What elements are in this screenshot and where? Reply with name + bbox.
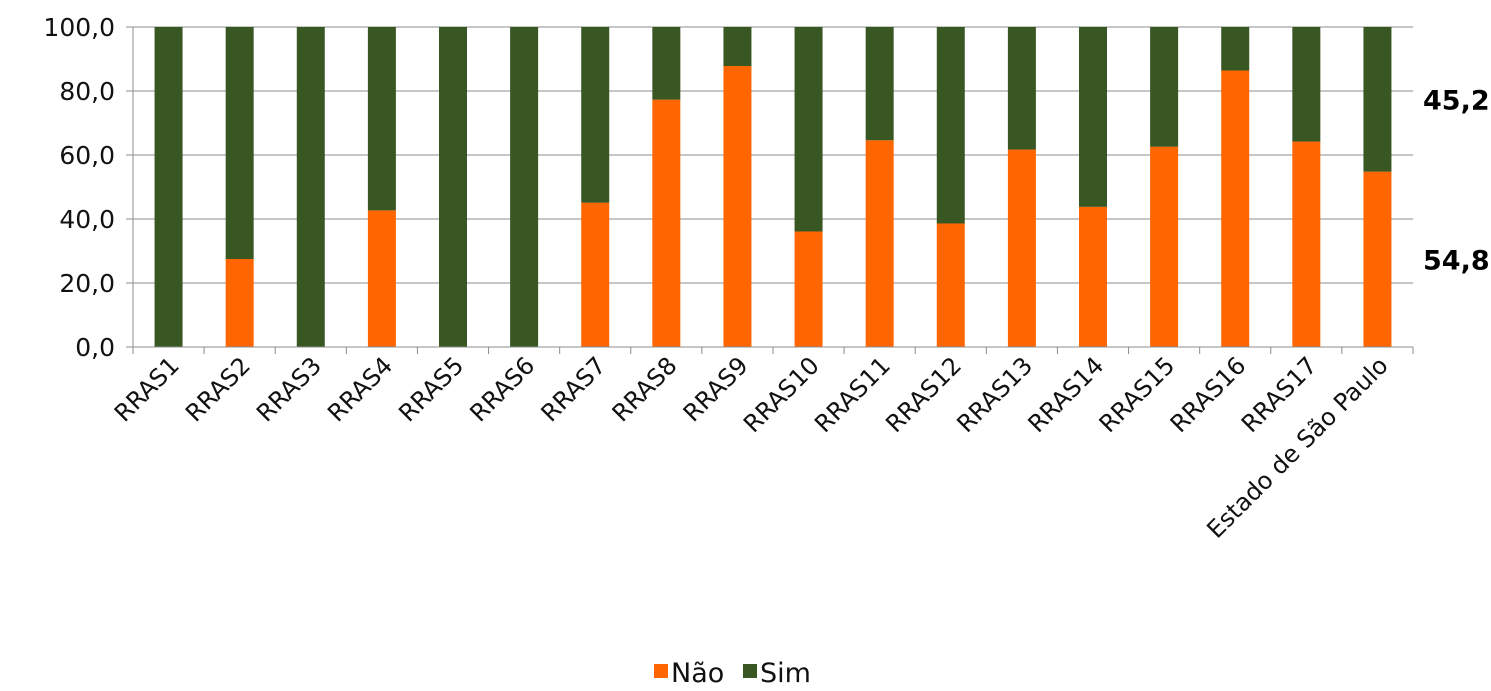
bar-segment-sim xyxy=(1150,27,1179,147)
bar-segment-sim xyxy=(1221,27,1250,71)
bar-segment-n-o xyxy=(581,202,610,347)
y-tick-label: 0,0 xyxy=(75,333,115,362)
x-category-label: RRAS12 xyxy=(880,351,967,438)
axes xyxy=(126,26,1414,354)
x-category-label: RRAS14 xyxy=(1023,351,1110,438)
bar-segment-sim xyxy=(439,27,467,347)
legend-swatch xyxy=(743,664,757,678)
y-tick-label: 100,0 xyxy=(43,13,115,42)
legend-label: Não xyxy=(671,658,724,689)
legend-label: Sim xyxy=(760,658,811,689)
bar-segment-sim xyxy=(510,27,539,347)
bar-segment-sim xyxy=(1292,27,1321,142)
bar-segment-n-o xyxy=(1079,206,1107,347)
bar-segment-n-o xyxy=(936,223,965,347)
bar-segment-sim xyxy=(296,27,325,347)
bar-segment-n-o xyxy=(367,210,396,347)
x-category-label: RRAS15 xyxy=(1094,351,1181,438)
x-category-label: RRAS1 xyxy=(109,351,185,427)
data-labels: 45,2 54,8 xyxy=(1423,85,1490,276)
data-label: 54,8 xyxy=(1423,245,1490,276)
bar-segment-sim xyxy=(367,27,396,211)
bar-segment-n-o xyxy=(652,99,681,347)
legend: Não Sim xyxy=(654,658,811,689)
bar-segment-n-o xyxy=(225,259,254,347)
bar-segment-sim xyxy=(1007,27,1036,150)
bar-segment-sim xyxy=(652,27,681,100)
bar-segment-sim xyxy=(581,27,610,203)
x-category-label: RRAS6 xyxy=(464,351,540,427)
y-tick-label: 60,0 xyxy=(59,141,115,170)
legend-swatch xyxy=(654,664,668,678)
y-tick-label: 40,0 xyxy=(59,205,115,234)
bar-segment-sim xyxy=(865,27,894,141)
bar-segment-sim xyxy=(154,27,183,347)
bar-segment-sim xyxy=(723,27,752,67)
x-category-label: RRAS2 xyxy=(180,351,256,427)
bar-segment-sim xyxy=(936,27,965,224)
x-category-label: RRAS13 xyxy=(951,351,1038,438)
bar-segment-n-o xyxy=(794,231,823,347)
bar-segment-n-o xyxy=(1007,149,1036,347)
x-category-label: RRAS10 xyxy=(738,351,825,438)
bar-segment-sim xyxy=(225,27,254,259)
y-tick-label: 80,0 xyxy=(59,77,115,106)
bars xyxy=(154,27,1392,348)
bar-segment-sim xyxy=(794,27,823,232)
bar-segment-n-o xyxy=(1150,146,1179,347)
y-tick-label: 20,0 xyxy=(59,269,115,298)
bar-segment-n-o xyxy=(865,140,894,347)
x-category-label: RRAS11 xyxy=(809,351,896,438)
y-axis-tick-labels: 0,0 20,0 40,0 60,0 80,0 100,0 xyxy=(43,13,115,362)
x-category-label: RRAS3 xyxy=(251,351,327,427)
x-category-label: RRAS5 xyxy=(393,351,469,427)
x-category-label: RRAS8 xyxy=(607,351,683,427)
bar-segment-sim xyxy=(1079,27,1107,207)
x-category-label: RRAS16 xyxy=(1165,351,1252,438)
bar-segment-n-o xyxy=(723,66,752,347)
bar-segment-sim xyxy=(1363,27,1392,172)
x-axis-category-labels: RRAS1RRAS2RRAS3RRAS4RRAS5RRAS6RRAS7RRAS8… xyxy=(109,351,1394,543)
gridlines xyxy=(133,26,1413,284)
bar-segment-n-o xyxy=(1363,171,1392,347)
data-label: 45,2 xyxy=(1423,85,1490,116)
bar-segment-n-o xyxy=(1292,141,1321,347)
bar-segment-n-o xyxy=(1221,70,1250,348)
x-category-label: RRAS4 xyxy=(322,351,398,427)
x-category-label: RRAS7 xyxy=(536,351,612,427)
